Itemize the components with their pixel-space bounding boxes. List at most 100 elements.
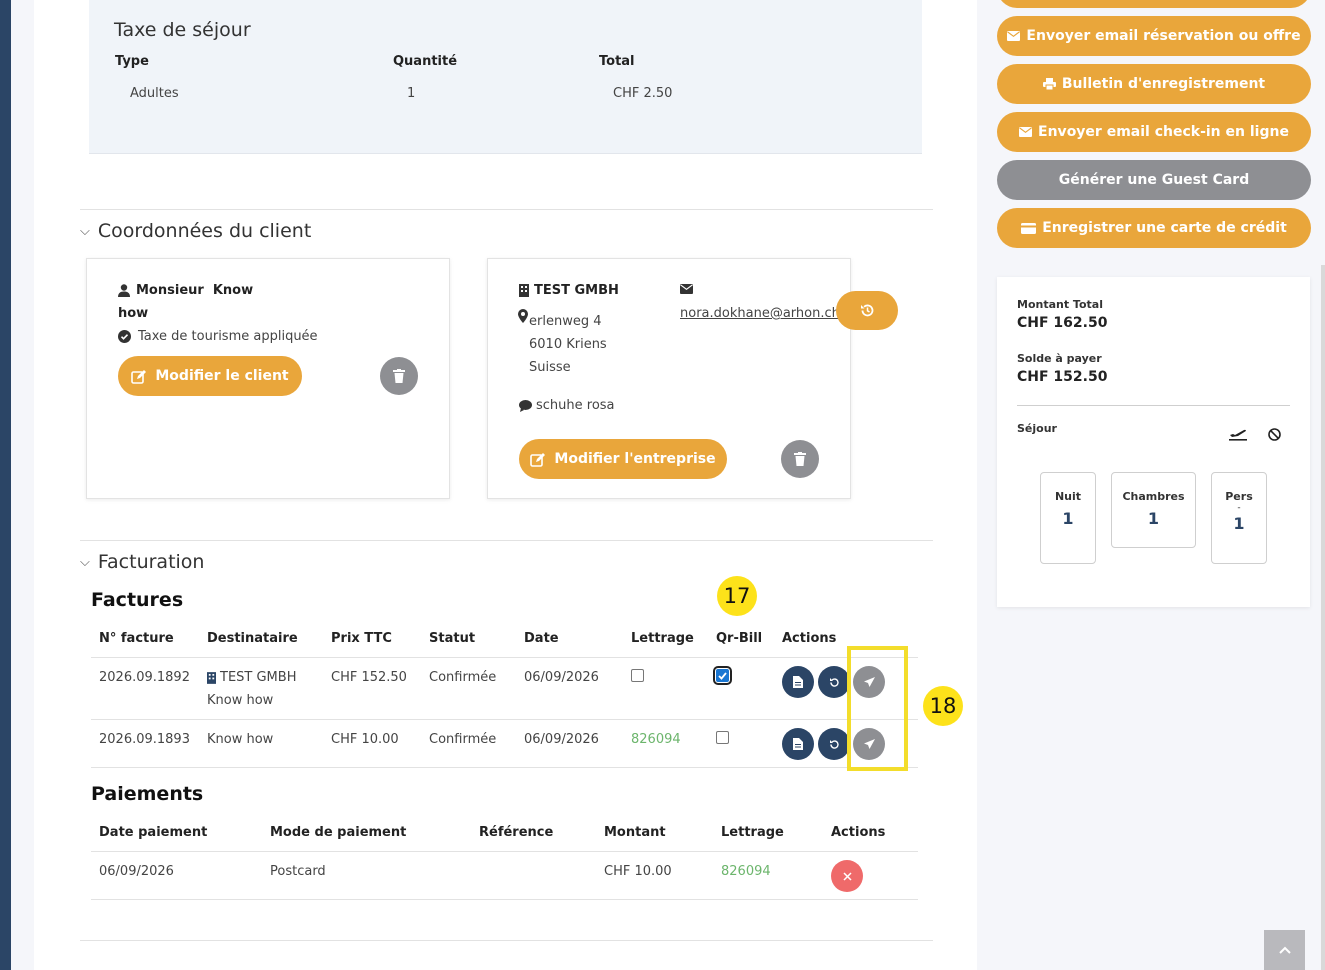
rooms-label: Chambres (1122, 490, 1185, 503)
tax-header-total: Total (599, 54, 635, 69)
company-country: Suisse (529, 360, 571, 375)
invoice-recipient: Know how (207, 732, 274, 747)
document-icon (793, 676, 803, 688)
nights-box: Nuit 1 (1040, 472, 1096, 564)
send-invoice-button[interactable] (853, 728, 885, 760)
invoice-header-status: Statut (429, 631, 476, 646)
company-street: erlenweg 4 (529, 314, 602, 329)
payment-header-lettering: Lettrage (721, 825, 784, 840)
regenerate-invoice-button[interactable] (818, 666, 850, 698)
document-icon (793, 738, 803, 750)
app-sidebar-stripe (0, 0, 11, 970)
invoice-number: 2026.09.1892 (99, 670, 190, 685)
section-divider (80, 209, 933, 210)
balance-label: Solde à payer (1017, 352, 1102, 365)
send-invoice-button[interactable] (853, 666, 885, 698)
edit-icon (530, 452, 546, 467)
client-first-name: Monsieur Know (136, 283, 254, 298)
annotation-highlight-box (847, 646, 908, 771)
partial-action-button[interactable] (997, 0, 1311, 8)
refresh-icon (829, 739, 839, 749)
invoice-header-qrbill: Qr-Bill (716, 631, 763, 646)
tourist-tax-note-text: Taxe de tourisme appliquée (138, 329, 318, 344)
payment-amount: CHF 10.00 (604, 864, 672, 879)
guest-card-button[interactable]: Générer une Guest Card (997, 160, 1311, 200)
paper-plane-icon (863, 676, 875, 687)
history-button[interactable] (836, 291, 898, 330)
edit-icon (131, 369, 147, 384)
registration-form-button[interactable]: Bulletin d'enregistrement (997, 64, 1311, 104)
view-invoice-button[interactable] (782, 666, 814, 698)
stay-label: Séjour (1017, 422, 1057, 435)
company-contact: schuhe rosa (536, 398, 615, 413)
payment-lettering: 826094 (721, 864, 771, 879)
billing-section-toggle[interactable]: ⌵ Facturation (80, 551, 204, 573)
comment-icon (519, 399, 532, 412)
delete-company-button[interactable] (781, 440, 819, 478)
invoice-date: 06/09/2026 (524, 670, 599, 685)
persons-box: Pers - 1 (1211, 472, 1267, 564)
lettering-checkbox[interactable] (631, 669, 644, 682)
client-section-toggle[interactable]: ⌵ Coordonnées du client (80, 220, 311, 242)
qrbill-checkbox[interactable] (716, 731, 729, 744)
persons-label: Pers (1225, 490, 1253, 503)
map-pin-icon (518, 309, 528, 323)
plane-departure-icon[interactable] (1229, 427, 1247, 441)
credit-card-label: Enregistrer une carte de crédit (1042, 220, 1287, 236)
company-email-link[interactable]: nora.dokhane@arhon.ch (680, 306, 840, 321)
invoice-price: CHF 152.50 (331, 670, 407, 685)
user-icon (118, 284, 130, 297)
scroll-to-top-button[interactable] (1264, 930, 1305, 970)
ban-icon[interactable] (1268, 428, 1281, 441)
rooms-box: Chambres 1 (1111, 472, 1196, 548)
trash-icon (794, 452, 806, 466)
tourist-tax-panel (89, 0, 922, 154)
payment-date: 06/09/2026 (99, 864, 174, 879)
close-icon (842, 871, 852, 881)
payment-header-reference: Référence (479, 825, 554, 840)
registration-form-label: Bulletin d'enregistrement (1061, 76, 1266, 92)
persons-value: 1 (1233, 514, 1245, 533)
company-city: 6010 Kriens (529, 337, 607, 352)
view-invoice-button[interactable] (782, 728, 814, 760)
paper-plane-icon (863, 738, 875, 749)
history-icon (860, 304, 873, 317)
tax-cell-type: Adultes (130, 86, 179, 101)
payments-title: Paiements (91, 783, 204, 805)
client-section-title: Coordonnées du client (97, 220, 312, 242)
nights-value: 1 (1062, 509, 1074, 528)
invoice-header-actions: Actions (782, 631, 837, 646)
invoice-lettering: 826094 (631, 732, 681, 747)
billing-section-title: Facturation (97, 551, 205, 573)
edit-company-button[interactable]: Modifier l'entreprise (519, 439, 727, 479)
guest-card-label: Générer une Guest Card (1058, 172, 1250, 188)
table-divider (91, 719, 918, 720)
tourist-tax-title: Taxe de séjour (114, 19, 251, 41)
persons-sub: - (1237, 503, 1241, 513)
email-reservation-label: Envoyer email réservation ou offre (1026, 28, 1301, 44)
section-divider (80, 540, 933, 541)
delete-client-button[interactable] (380, 357, 418, 395)
payment-header-amount: Montant (604, 825, 666, 840)
qrbill-checkbox[interactable] (713, 666, 732, 685)
invoice-header-lettering: Lettrage (631, 631, 694, 646)
summary-divider (1017, 405, 1290, 406)
regenerate-invoice-button[interactable] (818, 728, 850, 760)
edit-client-button[interactable]: Modifier le client (118, 356, 302, 396)
scrollbar[interactable] (1321, 265, 1325, 970)
company-street-line: erlenweg 4 (518, 309, 601, 329)
annotation-marker-17: 17 (717, 576, 757, 616)
credit-card-button[interactable]: Enregistrer une carte de crédit (997, 208, 1311, 248)
delete-payment-button[interactable] (831, 860, 863, 892)
payment-header-mode: Mode de paiement (270, 825, 407, 840)
nights-label: Nuit (1054, 490, 1082, 503)
balance-value: CHF 152.50 (1017, 369, 1108, 385)
invoice-date: 06/09/2026 (524, 732, 599, 747)
email-reservation-button[interactable]: Envoyer email réservation ou offre (997, 16, 1311, 56)
payment-header-actions: Actions (831, 825, 886, 840)
email-checkin-button[interactable]: Envoyer email check-in en ligne (997, 112, 1311, 152)
rooms-value: 1 (1147, 509, 1160, 528)
checkmark-icon (718, 671, 727, 680)
invoices-title: Factures (91, 589, 184, 611)
section-divider (80, 940, 933, 941)
